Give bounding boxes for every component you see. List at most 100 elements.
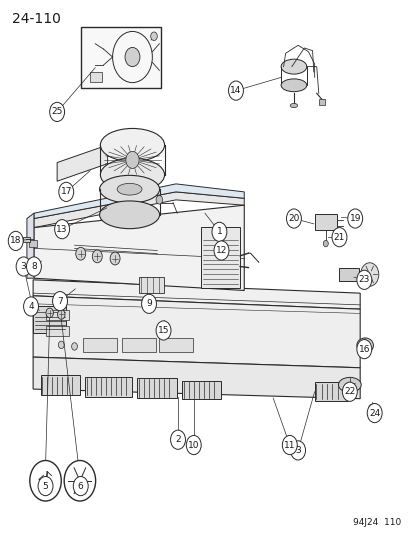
Polygon shape [27, 213, 34, 278]
Circle shape [59, 182, 74, 201]
Bar [40, 375, 80, 395]
Circle shape [342, 382, 356, 401]
Text: 24-110: 24-110 [12, 12, 61, 26]
Circle shape [214, 241, 228, 260]
Text: 10: 10 [188, 441, 199, 449]
Circle shape [73, 477, 88, 496]
Circle shape [228, 81, 243, 100]
Polygon shape [33, 357, 359, 399]
Ellipse shape [100, 201, 159, 229]
Text: 3: 3 [294, 446, 300, 455]
Bar [138, 277, 163, 293]
Ellipse shape [280, 79, 306, 92]
Circle shape [368, 404, 376, 415]
Circle shape [46, 308, 53, 318]
Bar [200, 227, 240, 288]
Circle shape [286, 209, 301, 228]
Circle shape [156, 321, 171, 340]
Text: 1: 1 [216, 228, 222, 236]
Polygon shape [57, 145, 107, 181]
Text: 20: 20 [287, 214, 299, 223]
Bar [182, 381, 221, 399]
Text: 3: 3 [21, 262, 26, 271]
Circle shape [282, 435, 297, 455]
Polygon shape [34, 192, 244, 228]
Circle shape [8, 231, 23, 251]
Circle shape [360, 263, 378, 286]
Ellipse shape [100, 158, 164, 191]
Circle shape [356, 340, 371, 359]
Bar [122, 338, 156, 352]
Bar [85, 377, 132, 397]
Circle shape [71, 343, 77, 350]
Circle shape [26, 257, 41, 276]
Circle shape [366, 403, 381, 423]
Circle shape [331, 228, 346, 247]
Polygon shape [34, 184, 244, 219]
Circle shape [150, 32, 157, 41]
Bar [339, 268, 358, 281]
Text: 9: 9 [146, 300, 152, 308]
Text: 18: 18 [10, 237, 21, 245]
FancyBboxPatch shape [81, 27, 161, 88]
Bar [33, 306, 66, 333]
Bar [159, 338, 193, 352]
Bar [29, 240, 37, 247]
Bar [318, 99, 324, 105]
Bar [46, 310, 69, 320]
Circle shape [38, 477, 53, 496]
Circle shape [156, 196, 162, 204]
Text: 4: 4 [28, 302, 34, 311]
Circle shape [290, 441, 305, 460]
Circle shape [92, 250, 102, 263]
Bar [137, 378, 176, 398]
Bar [314, 214, 337, 230]
Ellipse shape [338, 377, 360, 392]
Circle shape [52, 292, 67, 311]
Circle shape [30, 461, 61, 501]
Bar [83, 338, 116, 352]
Text: 5: 5 [43, 482, 48, 490]
Circle shape [16, 257, 31, 276]
Circle shape [347, 209, 362, 228]
Bar [90, 72, 102, 82]
Circle shape [125, 47, 140, 67]
Circle shape [57, 310, 65, 319]
Text: 23: 23 [358, 276, 369, 284]
Text: 22: 22 [343, 387, 355, 396]
Text: 19: 19 [349, 214, 360, 223]
Circle shape [55, 220, 69, 239]
Circle shape [356, 270, 371, 289]
Ellipse shape [100, 175, 159, 203]
Text: 94J24  110: 94J24 110 [352, 518, 401, 527]
Circle shape [323, 240, 328, 247]
Text: 11: 11 [283, 441, 295, 449]
Ellipse shape [117, 183, 142, 195]
Ellipse shape [290, 103, 297, 108]
Bar [23, 237, 30, 242]
Circle shape [50, 102, 64, 122]
Text: 17: 17 [60, 188, 72, 196]
Ellipse shape [356, 338, 373, 353]
Bar [314, 382, 347, 401]
Circle shape [170, 430, 185, 449]
Circle shape [141, 294, 156, 313]
Circle shape [76, 247, 85, 260]
Circle shape [77, 478, 82, 484]
Text: 25: 25 [51, 108, 63, 116]
Text: 8: 8 [31, 262, 37, 271]
Text: 13: 13 [56, 225, 68, 233]
Polygon shape [34, 205, 244, 290]
Circle shape [186, 435, 201, 455]
Text: 2: 2 [175, 435, 180, 444]
Polygon shape [33, 280, 359, 309]
Polygon shape [33, 296, 359, 368]
Text: 16: 16 [358, 345, 369, 353]
Ellipse shape [280, 59, 306, 74]
Bar [46, 326, 69, 336]
Circle shape [24, 297, 38, 316]
Text: 7: 7 [57, 297, 63, 305]
Circle shape [110, 252, 120, 265]
Ellipse shape [100, 128, 164, 161]
Text: 14: 14 [230, 86, 241, 95]
